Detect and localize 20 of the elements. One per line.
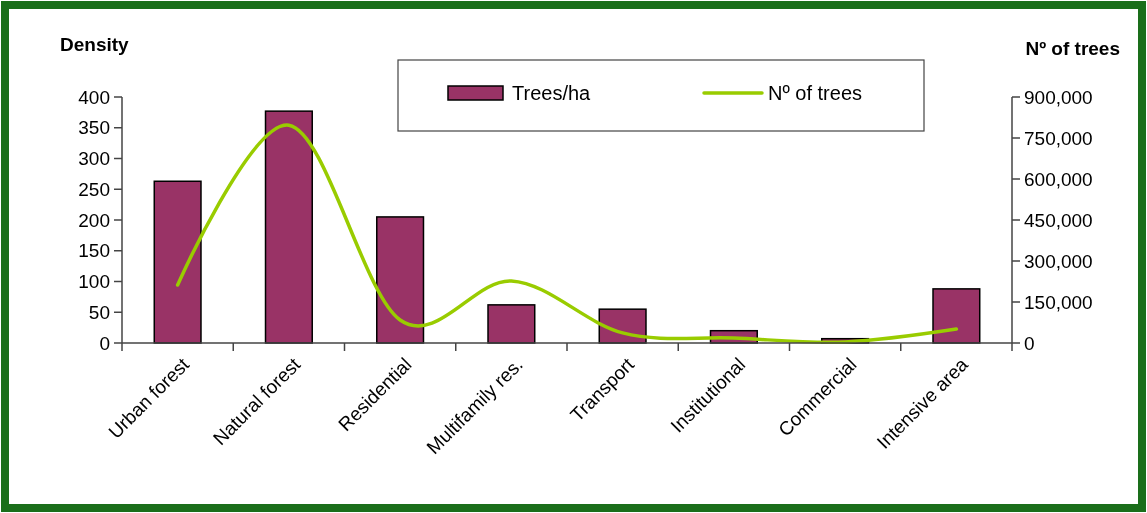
y2-tick-label: 150,000 [1024, 291, 1093, 313]
legend-label: Nº of trees [768, 82, 863, 104]
y-tick-label: 350 [78, 117, 110, 139]
y-tick-label: 150 [78, 240, 110, 262]
y2-tick-label: 600,000 [1024, 168, 1093, 190]
y-tick-label: 250 [78, 178, 110, 200]
y-tick-label: 100 [78, 271, 110, 293]
y-tick-label: 200 [78, 209, 110, 231]
y-tick-label: 50 [88, 301, 110, 323]
y-tick-label: 0 [99, 332, 110, 354]
y2-tick-label: 900,000 [1024, 86, 1093, 108]
y-tick-label: 300 [78, 148, 110, 170]
y2-tick-label: 300,000 [1024, 250, 1093, 272]
y2-tick-label: 750,000 [1024, 127, 1093, 149]
y2-tick-label: 450,000 [1024, 209, 1093, 231]
y2-tick-label: 0 [1024, 332, 1035, 354]
y-tick-label: 400 [78, 86, 110, 108]
legend-label: Trees/ha [512, 82, 592, 104]
y2-axis-title: Nº of trees [1025, 38, 1120, 59]
y-axis-title: Density [60, 34, 130, 55]
